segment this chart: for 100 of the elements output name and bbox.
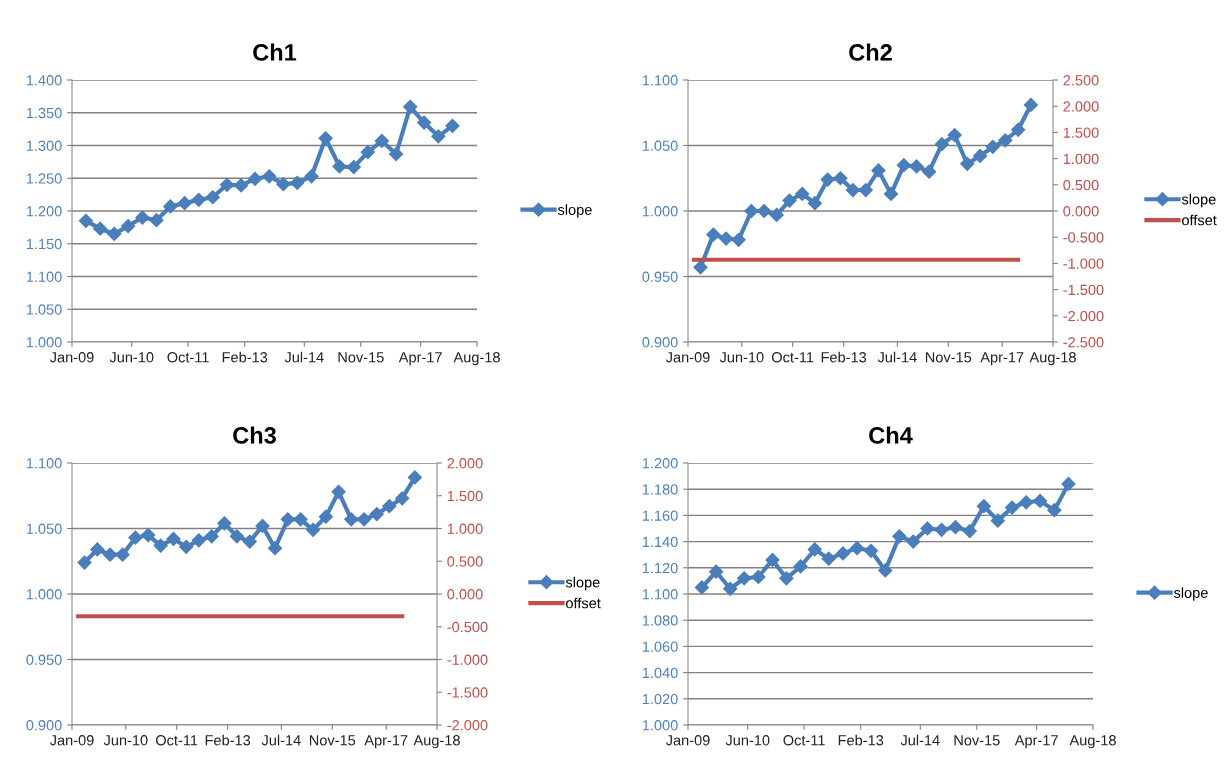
point xyxy=(909,159,924,174)
legend-label: slope xyxy=(1173,587,1208,601)
y-tick-label: 1.120 xyxy=(642,562,678,574)
point xyxy=(163,199,178,214)
x-tick-label: Apr-17 xyxy=(398,352,442,366)
y2-tick-label: -2.000 xyxy=(447,720,488,731)
point xyxy=(921,164,937,179)
y2-tick-label: 2.500 xyxy=(1063,75,1099,86)
point xyxy=(77,555,92,570)
point xyxy=(892,529,907,544)
x-tick-label: Jan-09 xyxy=(665,735,710,746)
point xyxy=(417,115,432,130)
point xyxy=(93,221,108,236)
point xyxy=(293,512,308,527)
point xyxy=(141,527,156,543)
point xyxy=(247,171,263,186)
y2-tick-label: 0.500 xyxy=(447,556,483,567)
point xyxy=(896,158,911,173)
point xyxy=(149,213,164,228)
point xyxy=(389,146,404,162)
point xyxy=(255,518,270,533)
y-tick-label: 1.020 xyxy=(642,693,678,705)
point xyxy=(107,226,122,242)
y-tick-label: 1.160 xyxy=(642,510,678,521)
x-tick-label: Oct-11 xyxy=(771,352,814,363)
point xyxy=(177,196,192,211)
point xyxy=(960,156,975,171)
point xyxy=(1011,122,1026,137)
y-tick-label: 1.000 xyxy=(642,720,678,731)
point xyxy=(357,512,372,527)
point xyxy=(369,507,384,522)
point xyxy=(407,470,422,485)
point xyxy=(234,178,249,193)
y-tick-label: 1.100 xyxy=(642,75,678,86)
y2-tick-label: -0.500 xyxy=(1063,232,1104,243)
chart-title: Ch1 xyxy=(253,43,297,61)
point xyxy=(242,534,257,549)
y-tick-label: 1.000 xyxy=(642,206,678,217)
y-tick-label: 1.350 xyxy=(26,107,62,119)
y-tick-label: 1.040 xyxy=(642,667,678,679)
x-tick-label: Jun-10 xyxy=(103,735,148,746)
y2-tick-label: -0.500 xyxy=(447,621,488,633)
point xyxy=(820,172,835,187)
y-tick-label: 1.000 xyxy=(26,589,62,600)
point xyxy=(1019,495,1034,510)
point xyxy=(863,543,879,558)
y2-tick-label: -2.000 xyxy=(1063,310,1104,322)
point xyxy=(219,177,235,192)
y2-tick-label: 1.500 xyxy=(447,490,483,502)
point xyxy=(821,551,836,566)
point xyxy=(1023,97,1038,112)
x-tick-label: Oct-11 xyxy=(783,735,825,746)
point xyxy=(973,148,988,164)
x-tick-label: Nov-15 xyxy=(309,735,356,746)
point xyxy=(331,484,346,499)
point xyxy=(807,196,822,211)
legend-label: slope xyxy=(557,204,592,218)
point xyxy=(709,564,724,579)
x-tick-label: Oct-11 xyxy=(167,352,209,363)
point xyxy=(920,521,935,536)
x-tick-label: Jun-10 xyxy=(109,352,154,363)
point xyxy=(718,231,734,246)
x-tick-label: Aug-18 xyxy=(413,735,460,749)
point xyxy=(835,546,851,561)
point xyxy=(276,177,291,192)
point xyxy=(179,539,194,554)
y-tick-label: 0.900 xyxy=(26,720,62,731)
point xyxy=(166,531,181,547)
x-tick-label: Nov-15 xyxy=(338,352,384,363)
x-tick-label: Apr-17 xyxy=(364,735,408,749)
y2-tick-label: 1.000 xyxy=(447,523,483,534)
y2-tick-label: 0.500 xyxy=(1063,179,1099,191)
point xyxy=(346,160,361,175)
point xyxy=(779,571,794,586)
y-tick-label: 0.950 xyxy=(642,271,678,282)
y-tick-label: 1.100 xyxy=(26,271,62,282)
point xyxy=(694,580,709,595)
point xyxy=(878,563,893,578)
point xyxy=(693,260,708,275)
point xyxy=(445,118,460,133)
x-tick-label: Jan-09 xyxy=(49,352,94,363)
point xyxy=(871,163,886,178)
y-tick-label: 1.300 xyxy=(26,140,62,151)
point xyxy=(78,213,93,228)
y2-tick-label: 1.500 xyxy=(1063,127,1099,138)
point xyxy=(153,538,168,553)
y-tick-label: 1.150 xyxy=(26,238,62,250)
point xyxy=(318,509,333,524)
point xyxy=(744,203,759,219)
chart-title: Ch2 xyxy=(849,43,892,61)
point xyxy=(115,547,130,562)
point xyxy=(205,190,220,205)
x-tick-label: Aug-18 xyxy=(453,352,500,366)
point xyxy=(431,129,446,144)
x-tick-label: Jun-10 xyxy=(719,352,764,363)
point xyxy=(976,499,991,514)
legend-label: slope xyxy=(1181,193,1216,208)
point xyxy=(833,171,848,186)
point xyxy=(1005,500,1020,515)
y2-tick-label: -1.500 xyxy=(1063,284,1104,296)
